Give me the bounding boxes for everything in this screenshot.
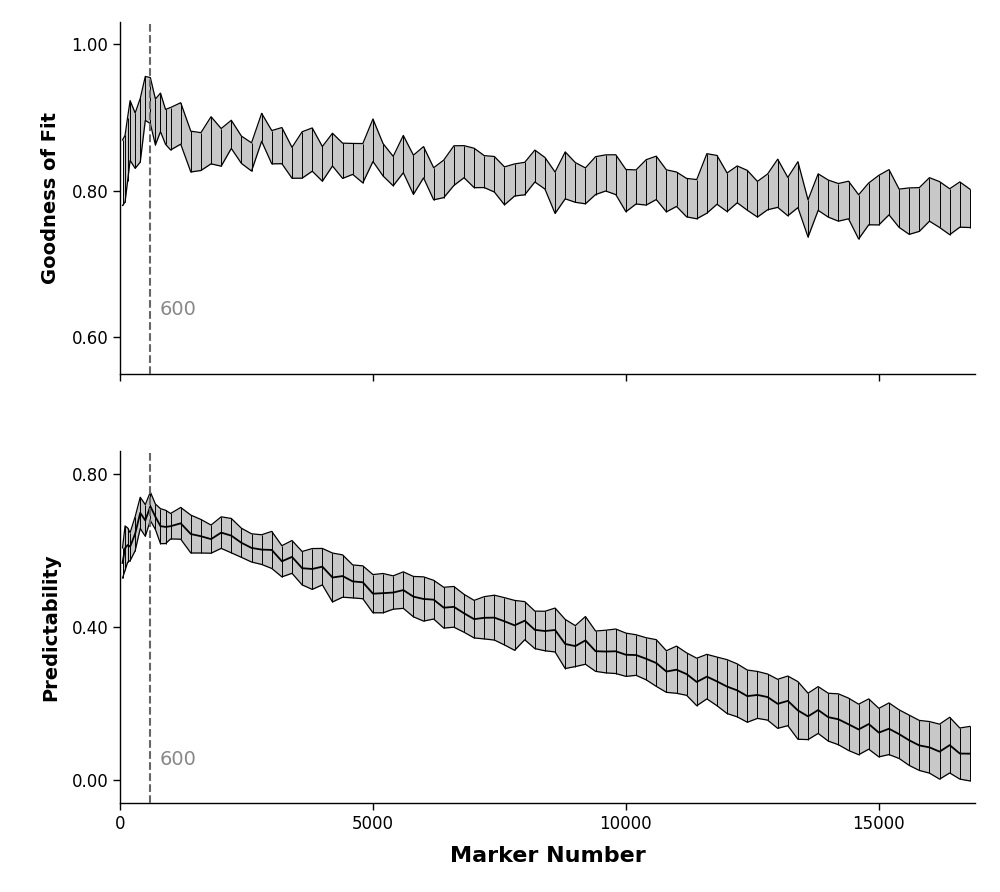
Y-axis label: Predictability: Predictability — [41, 553, 60, 701]
Y-axis label: Goodness of Fit: Goodness of Fit — [41, 112, 60, 284]
Text: 600: 600 — [159, 301, 196, 319]
Text: 600: 600 — [159, 749, 196, 769]
X-axis label: Marker Number: Marker Number — [450, 847, 645, 866]
